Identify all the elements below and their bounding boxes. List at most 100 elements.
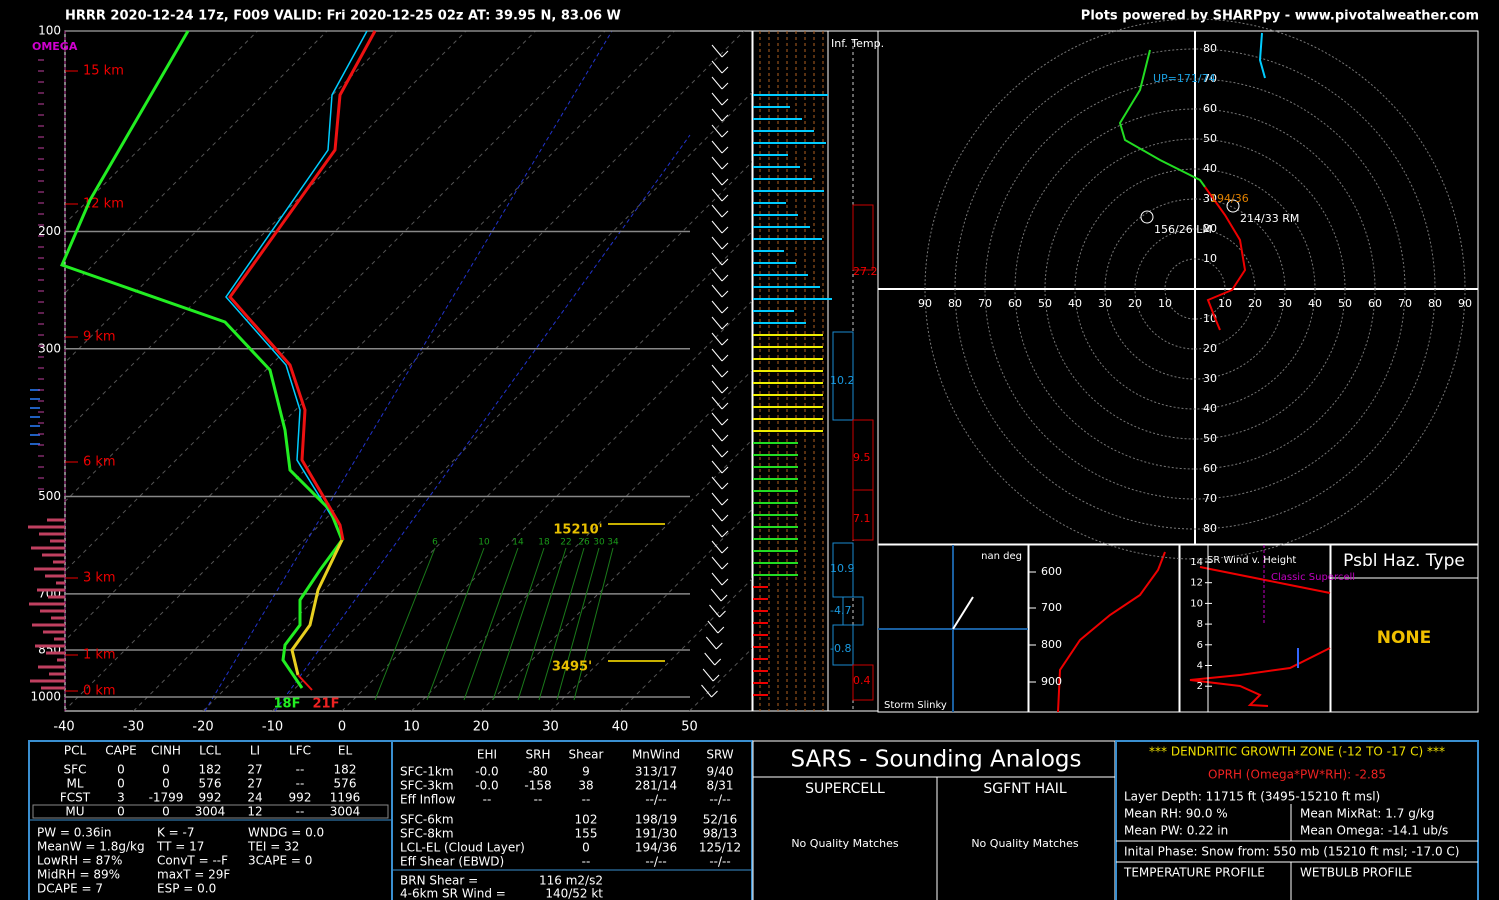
header-title: HRRR 2020-12-24 17z, F009 VALID: Fri 202…	[65, 9, 621, 24]
wind-barb	[711, 204, 723, 218]
wind-barb	[711, 444, 723, 458]
thermo-index: TT = 17	[156, 840, 204, 854]
mixing-ratio-label: 26	[578, 538, 590, 548]
wind-barb	[711, 492, 723, 506]
wind-barb	[721, 434, 729, 442]
wind-barb	[711, 156, 723, 170]
thermo-cell: 576	[334, 777, 357, 791]
hodo-ring-label: 40	[1203, 162, 1217, 175]
hodo-ring-label: 30	[1203, 192, 1217, 205]
srwind-label: 4	[1197, 661, 1203, 672]
isotherm	[65, 31, 606, 572]
freezing-line	[204, 30, 613, 712]
lm-marker	[1140, 210, 1154, 224]
hodo-ring-label: 70	[1398, 297, 1412, 310]
wind-barb	[721, 210, 729, 218]
hodo-ring-label: 20	[1203, 222, 1217, 235]
wind-barb	[711, 92, 723, 106]
hodo-ring-label: 50	[1203, 432, 1217, 445]
wind-barb	[711, 124, 723, 138]
wind-barb	[721, 450, 729, 458]
thermo-cell: -1799	[149, 791, 184, 805]
kin-cell: 194/36	[635, 841, 677, 855]
hodo-ring-label: 10	[1158, 297, 1172, 310]
thermo-index: LowRH = 87%	[37, 854, 122, 868]
wind-barb	[702, 668, 714, 682]
srwind-label: 10	[1190, 598, 1203, 609]
dgz-phase: Inital Phase: Snow from: 550 mb (15210 f…	[1124, 845, 1459, 859]
thermo-cell: 3	[117, 791, 125, 805]
kin-cell: 9	[582, 765, 590, 779]
kin-cell: 9/40	[707, 765, 734, 779]
thermo-cell: 0	[162, 805, 170, 819]
wind-barb	[721, 562, 729, 570]
wind-barb	[721, 146, 729, 154]
kin-cell: --/--	[709, 855, 730, 869]
thermo-header: LFC	[289, 744, 311, 758]
thetae-label: 900	[1041, 675, 1062, 688]
wind-barb	[711, 140, 723, 154]
thermo-cell: 0	[117, 805, 125, 819]
temp-label: -40	[53, 720, 74, 735]
mixing-ratio-line	[374, 547, 436, 701]
thermo-cell: 3004	[195, 805, 226, 819]
wind-barb	[711, 252, 723, 266]
thermo-index: ESP = 0.0	[157, 882, 216, 896]
inftemp-value: 7.1	[853, 512, 871, 525]
kin-cell: -0.0	[475, 765, 498, 779]
kin-cell: --	[483, 793, 492, 807]
kin-cell: --/--	[645, 793, 666, 807]
thermo-index: DCAPE = 7	[37, 882, 103, 896]
thermo-index: MidRH = 89%	[37, 868, 120, 882]
mixing-ratio-line	[538, 547, 585, 701]
wind-barb	[711, 428, 723, 442]
hodo-lm: 156/26 LM	[1154, 223, 1212, 236]
dgz-temp-profile: TEMPERATURE PROFILE	[1123, 866, 1265, 880]
isotherm	[65, 31, 745, 711]
kinematic-frame	[391, 740, 753, 900]
thermo-cell: 992	[289, 791, 312, 805]
hodo-mean: 194/36	[1210, 192, 1249, 205]
hodo-ring-label: 20	[1128, 297, 1142, 310]
inftemp-box	[852, 489, 874, 541]
kin-cell: --/--	[709, 793, 730, 807]
inftemp-value: 0.4	[853, 674, 871, 687]
thermo-cell: SFC	[64, 763, 87, 777]
dgz-frame	[1115, 740, 1479, 900]
height-label: 9 km	[83, 330, 116, 345]
isotherm	[65, 31, 467, 433]
thermo-index: MeanW = 1.8g/kg	[37, 840, 145, 854]
sr-label: 4-6km SR Wind =	[400, 887, 506, 900]
wind-barb	[710, 588, 722, 602]
thermo-cell: 27	[247, 777, 262, 791]
wind-barb	[721, 498, 729, 506]
wind-barb	[711, 508, 723, 522]
hodo-ring-label: 50	[1038, 297, 1052, 310]
isotherm	[65, 31, 675, 642]
pressure-label: 500	[38, 489, 61, 503]
hodo-ring-label: 10	[1203, 252, 1217, 265]
srwind-trace	[1199, 566, 1331, 594]
wind-barb	[711, 332, 723, 346]
wind-barb	[721, 530, 729, 538]
thermo-index: ConvT = --F	[157, 854, 228, 868]
hodo-ring	[1164, 258, 1226, 320]
mixing-ratio-line	[517, 547, 567, 701]
inftemp-value: -0.8	[830, 642, 851, 655]
wind-barb	[721, 274, 729, 282]
hodo-ring-label: 80	[1203, 42, 1217, 55]
srwind-supercell: Classic Supercell	[1271, 572, 1355, 583]
temperature-profile	[297, 674, 313, 691]
thermo-index: PW = 0.36in	[37, 826, 111, 840]
hodo-ring-label: 70	[1203, 72, 1217, 85]
hazard-title: Psbl Haz. Type	[1343, 551, 1465, 571]
sfc-dewpoint: 18F	[274, 697, 301, 712]
wind-barb	[719, 610, 726, 618]
wind-barb	[721, 50, 729, 58]
wind-barb	[721, 226, 729, 234]
thermo-cell: 992	[199, 791, 222, 805]
hodo-ring-label: 70	[1203, 492, 1217, 505]
wind-barb	[711, 268, 723, 282]
hodo-ring-label: 40	[1308, 297, 1322, 310]
